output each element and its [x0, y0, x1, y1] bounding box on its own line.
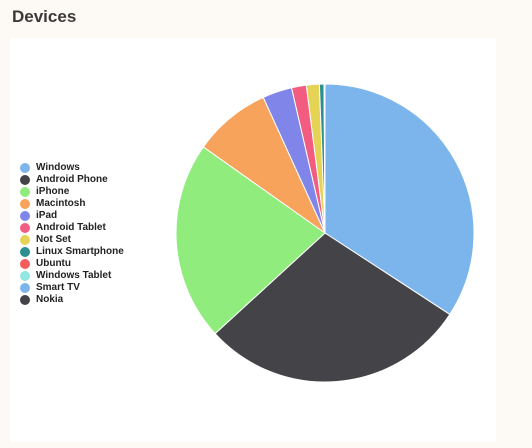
- legend-item[interactable]: Linux Smartphone: [20, 246, 180, 258]
- legend-item[interactable]: Windows: [20, 162, 180, 174]
- legend-swatch: [20, 199, 30, 209]
- legend-label: Not Set: [36, 234, 71, 245]
- legend-item[interactable]: Macintosh: [20, 198, 180, 210]
- legend-swatch: [20, 271, 30, 281]
- legend-label: Android Phone: [36, 174, 108, 185]
- legend-swatch: [20, 163, 30, 173]
- legend-swatch: [20, 211, 30, 221]
- chart-legend: Windows Android Phone iPhone Macintosh iPad A…: [20, 162, 180, 306]
- legend-item[interactable]: Android Phone: [20, 174, 180, 186]
- legend-label: Android Tablet: [36, 222, 106, 233]
- legend-label: iPhone: [36, 186, 70, 197]
- legend-item[interactable]: Smart TV: [20, 282, 180, 294]
- pie-slice-iphone[interactable]: [175, 146, 326, 335]
- legend-item[interactable]: iPad: [20, 210, 180, 222]
- legend-swatch: [20, 223, 30, 233]
- legend-label: Windows: [36, 162, 80, 173]
- legend-label: Smart TV: [36, 282, 80, 293]
- legend-label: Macintosh: [36, 198, 86, 209]
- legend-item[interactable]: Windows Tablet: [20, 270, 180, 282]
- legend-swatch: [20, 259, 30, 269]
- page-title: Devices: [12, 7, 77, 26]
- legend-swatch: [20, 247, 30, 257]
- pie-slice-android-phone[interactable]: [214, 232, 451, 383]
- legend-swatch: [20, 295, 30, 305]
- legend-label: iPad: [36, 210, 58, 221]
- legend-label: Linux Smartphone: [36, 246, 124, 257]
- legend-label: Ubuntu: [36, 258, 71, 269]
- legend-swatch: [20, 235, 30, 245]
- legend-label: Windows Tablet: [36, 270, 112, 281]
- legend-label: Nokia: [36, 294, 64, 305]
- legend-swatch: [20, 283, 30, 293]
- pie-chart: [175, 83, 475, 383]
- legend-item[interactable]: Android Tablet: [20, 222, 180, 234]
- legend-item[interactable]: Nokia: [20, 294, 180, 306]
- legend-item[interactable]: Ubuntu: [20, 258, 180, 270]
- legend-swatch: [20, 187, 30, 197]
- legend-swatch: [20, 175, 30, 185]
- legend-item[interactable]: iPhone: [20, 186, 180, 198]
- legend-item[interactable]: Not Set: [20, 234, 180, 246]
